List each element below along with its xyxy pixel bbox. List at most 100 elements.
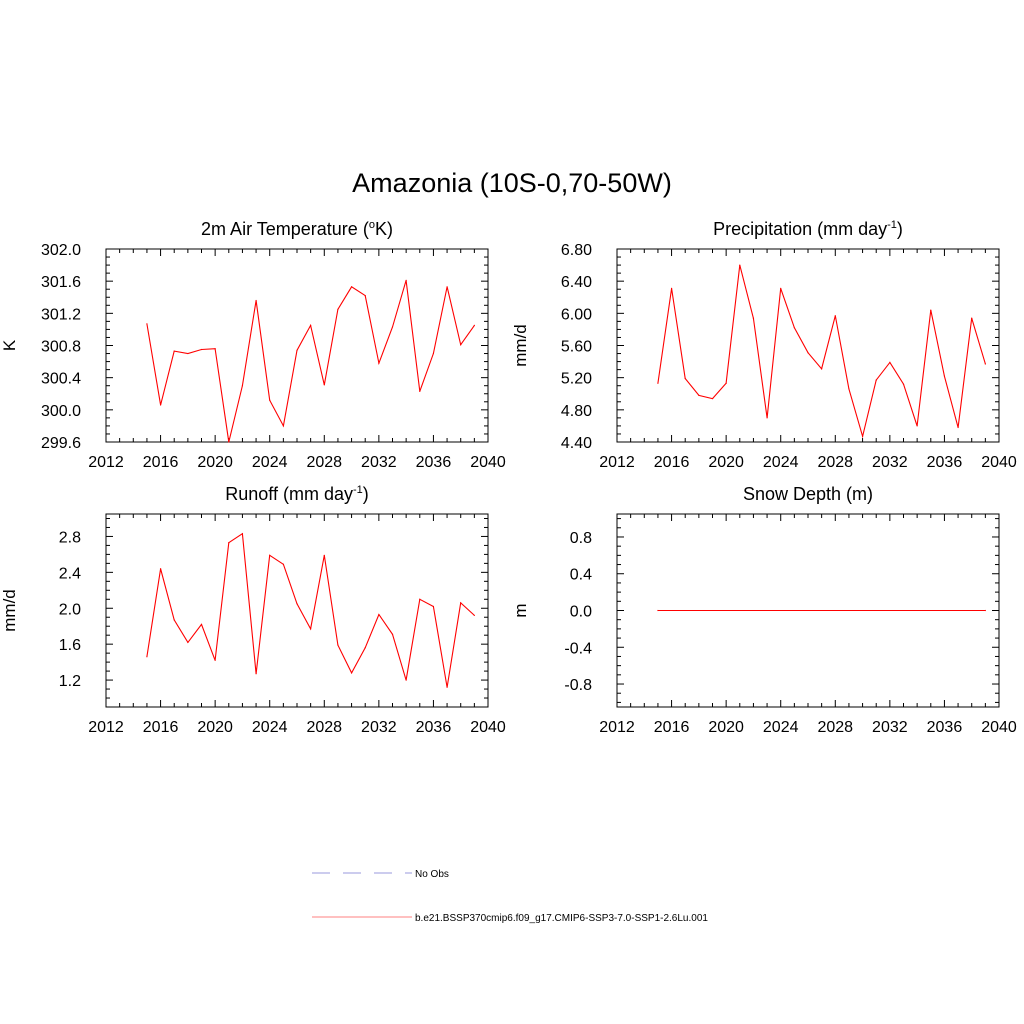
panel-snow-depth: 2012 2016 2020 2024 2028 2032 2036 2040 -0.8 -0.4… xyxy=(511,513,1017,736)
panel-title-text: 2m Air Temperature xyxy=(201,219,358,239)
x-tick-label: 2040 xyxy=(470,454,506,471)
data-point xyxy=(269,399,271,401)
y-tick-label: 0.0 xyxy=(570,604,592,621)
data-point xyxy=(282,563,284,565)
y-axis-label: K xyxy=(0,339,19,351)
panel-title-text: Precipitation (mm day xyxy=(713,219,888,239)
x-tick-label: 2020 xyxy=(197,454,233,471)
panel-title-runoff: Runoff (mm day-1) xyxy=(106,484,488,505)
data-point xyxy=(228,542,230,544)
panel-title-text: Snow Depth (m) xyxy=(742,484,874,504)
x-tick-label: 2036 xyxy=(416,719,452,736)
y-axis-label: mm/d xyxy=(0,589,19,632)
data-point xyxy=(902,383,905,385)
x-tick-label: 2040 xyxy=(981,454,1017,471)
y-tick-label: 2.4 xyxy=(59,565,81,582)
data-point xyxy=(405,279,407,281)
y-tick-label: 4.40 xyxy=(561,435,592,452)
x-tick-label: 2020 xyxy=(708,719,744,736)
data-point xyxy=(310,324,312,326)
data-point xyxy=(657,609,659,612)
x-tick-label: 2028 xyxy=(306,719,342,736)
x-tick-label: 2028 xyxy=(306,454,342,471)
x-tick-label: 2012 xyxy=(599,454,635,471)
data-point xyxy=(350,672,353,674)
data-point xyxy=(146,656,148,658)
x-tick-label: 2024 xyxy=(763,454,799,471)
data-point xyxy=(984,609,986,612)
data-point xyxy=(255,299,257,302)
x-tick-label: 2032 xyxy=(361,719,397,736)
data-point xyxy=(419,598,421,600)
data-point xyxy=(337,308,339,310)
x-tick-label: 2028 xyxy=(817,454,853,471)
y-tick-label: 0.8 xyxy=(570,530,592,547)
x-tick-label: 2012 xyxy=(599,719,635,736)
y-tick-label: 301.6 xyxy=(41,274,81,291)
x-tick-label: 2016 xyxy=(143,719,179,736)
panel-title-tail: ) xyxy=(362,484,369,504)
data-point xyxy=(391,633,394,635)
data-point xyxy=(200,348,203,351)
data-point xyxy=(460,602,462,604)
data-point xyxy=(282,425,284,427)
y-tick-label: 5.20 xyxy=(561,371,592,388)
x-tick-label: 2016 xyxy=(654,454,690,471)
y-tick-label: 1.2 xyxy=(59,673,81,690)
panel-title-sup: o xyxy=(368,219,375,231)
data-point xyxy=(875,379,877,381)
panel-precipitation: 2012 2016 2020 2024 2028 2032 2036 2040 4.40 4.80… xyxy=(511,242,1017,471)
legend-label: No Obs xyxy=(415,869,449,880)
y-tick-label: 6.80 xyxy=(561,242,592,259)
data-point xyxy=(848,388,850,390)
data-point xyxy=(657,382,659,384)
y-tick-label: 300.4 xyxy=(41,371,81,388)
y-tick-label: 302.0 xyxy=(41,242,81,259)
data-point xyxy=(698,394,700,396)
y-tick-label: -0.8 xyxy=(564,677,592,694)
y-tick-label: -0.4 xyxy=(564,640,592,657)
data-point xyxy=(984,363,986,365)
data-point xyxy=(739,264,741,266)
y-axis-label: m xyxy=(511,603,530,617)
series-line xyxy=(146,280,475,443)
data-point xyxy=(766,417,768,419)
data-point xyxy=(834,315,836,317)
data-point xyxy=(269,554,271,556)
plot-frame xyxy=(105,248,489,443)
data-point xyxy=(473,614,475,617)
data-point xyxy=(241,385,244,387)
x-tick-label: 2028 xyxy=(817,719,853,736)
x-tick-label: 2036 xyxy=(416,454,452,471)
y-tick-label: 300.8 xyxy=(41,339,81,356)
y-tick-label: 0.4 xyxy=(570,567,592,584)
panel-title-text: Runoff (mm day xyxy=(225,484,353,504)
y-tick-label: 6.00 xyxy=(561,306,592,323)
y-tick-label: 2.8 xyxy=(59,529,81,546)
data-point xyxy=(432,605,435,608)
panel-title-snow-depth: Snow Depth (m) xyxy=(617,484,999,505)
x-tick-label: 2024 xyxy=(252,719,288,736)
panel-title-precipitation: Precipitation (mm day-1) xyxy=(617,219,999,240)
x-tick-label: 2024 xyxy=(252,454,288,471)
data-point xyxy=(187,352,189,355)
data-point xyxy=(432,352,435,355)
plot-frame xyxy=(616,248,1000,443)
data-point xyxy=(146,323,148,325)
panel-title-sup: -1 xyxy=(352,484,363,496)
x-tick-label: 2040 xyxy=(981,719,1017,736)
data-point xyxy=(187,641,189,643)
data-point xyxy=(378,362,380,364)
data-point xyxy=(159,568,162,570)
data-point xyxy=(725,382,727,384)
data-point xyxy=(228,441,230,443)
legend-label: b.e21.BSSP370cmip6.f09_g17.CMIP6-SSP3-7.… xyxy=(415,913,708,924)
x-tick-label: 2036 xyxy=(927,719,963,736)
data-point xyxy=(793,327,795,329)
data-point xyxy=(214,348,216,350)
data-point xyxy=(378,613,380,616)
x-tick-label: 2016 xyxy=(654,719,690,736)
data-point xyxy=(460,344,462,346)
y-tick-label: 1.6 xyxy=(59,637,81,654)
panel-title-unit-open: ( xyxy=(362,219,369,239)
